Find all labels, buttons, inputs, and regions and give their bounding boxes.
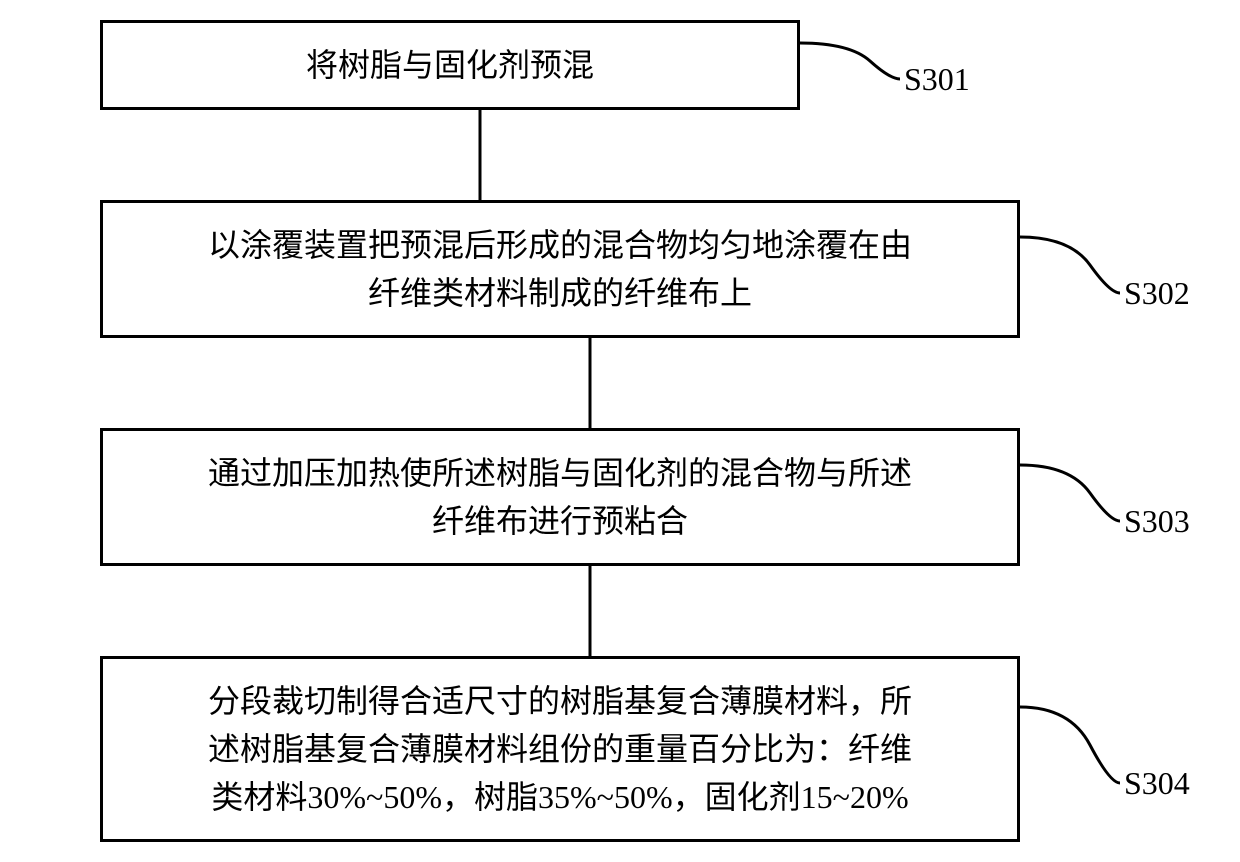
step-text-line2: 述树脂基复合薄膜材料组份的重量百分比为：纤维 [208,725,912,773]
step-box-s304: 分段裁切制得合适尺寸的树脂基复合薄膜材料，所 述树脂基复合薄膜材料组份的重量百分… [100,656,1020,842]
step-label-connect-4: S304 [1020,705,1190,802]
step-text-line2: 纤维类材料制成的纤维布上 [368,269,752,317]
curve-connector-icon [1020,705,1120,785]
step-row-1: 将树脂与固化剂预混 S301 [10,20,1230,110]
curve-connector-icon [1020,235,1120,295]
step-label-s301: S301 [904,61,970,98]
step-label-connect-3: S303 [1020,463,1190,540]
arrow-down-icon [460,110,500,200]
step-label-s304: S304 [1124,765,1190,802]
step-box-s301: 将树脂与固化剂预混 [100,20,800,110]
step-label-s303: S303 [1124,503,1190,540]
step-text-line1: 通过加压加热使所述树脂与固化剂的混合物与所述 [208,449,912,497]
step-text-line2: 纤维布进行预粘合 [432,497,688,545]
step-box-s303: 通过加压加热使所述树脂与固化剂的混合物与所述 纤维布进行预粘合 [100,428,1020,566]
step-row-2: 以涂覆装置把预混后形成的混合物均匀地涂覆在由 纤维类材料制成的纤维布上 S302 [10,200,1230,338]
arrow-down-icon [570,566,610,656]
step-row-3: 通过加压加热使所述树脂与固化剂的混合物与所述 纤维布进行预粘合 S303 [10,428,1230,566]
step-label-connect-1: S301 [800,41,970,98]
step-label-s302: S302 [1124,275,1190,312]
step-label-connect-2: S302 [1020,235,1190,312]
arrow-container-2 [10,338,1230,428]
arrow-container-3 [10,566,1230,656]
arrow-down-icon [570,338,610,428]
curve-connector-icon [1020,463,1120,523]
step-text: 将树脂与固化剂预混 [306,41,594,89]
step-box-s302: 以涂覆装置把预混后形成的混合物均匀地涂覆在由 纤维类材料制成的纤维布上 [100,200,1020,338]
step-text-line1: 以涂覆装置把预混后形成的混合物均匀地涂覆在由 [208,221,912,269]
step-row-4: 分段裁切制得合适尺寸的树脂基复合薄膜材料，所 述树脂基复合薄膜材料组份的重量百分… [10,656,1230,842]
flowchart-container: 将树脂与固化剂预混 S301 以涂覆装置把预混后形成的混合物均匀地涂覆在由 纤维… [10,20,1230,842]
arrow-container-1 [10,110,1230,200]
step-text-line1: 分段裁切制得合适尺寸的树脂基复合薄膜材料，所 [208,677,912,725]
step-text-line3: 类材料30%~50%，树脂35%~50%，固化剂15~20% [211,773,908,821]
curve-connector-icon [800,41,900,81]
